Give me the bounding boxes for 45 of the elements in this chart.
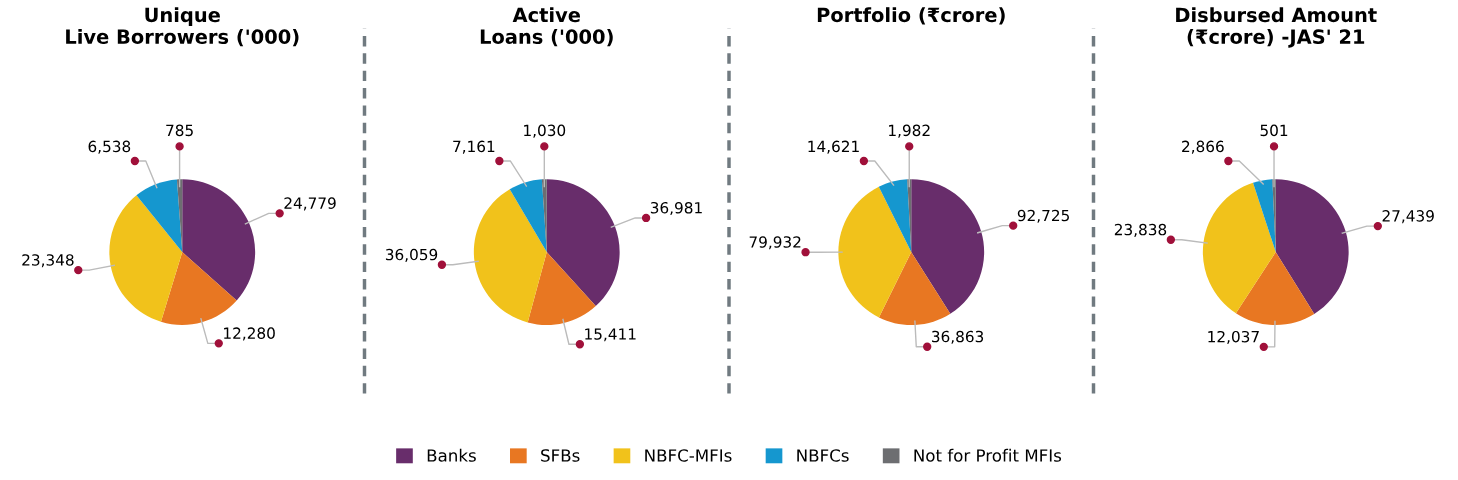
legend-label: Not for Profit MFIs xyxy=(914,448,1062,462)
pie-slice xyxy=(1202,182,1276,314)
data-label: 785 xyxy=(166,124,193,137)
chart-title: Portfolio (₹crore) xyxy=(817,7,1005,25)
data-label: 2,866 xyxy=(1182,140,1224,154)
legend-label: NBFC-MFIs xyxy=(645,449,732,462)
pie-slice xyxy=(1275,179,1349,315)
chart-title: Unique Live Borrowers ('000) xyxy=(66,7,299,47)
pie-slice xyxy=(527,252,596,325)
pie-slice xyxy=(1253,179,1276,253)
pie-slice xyxy=(160,252,237,325)
data-label: 36,981 xyxy=(650,201,702,216)
data-label: 24,779 xyxy=(284,197,336,211)
pie-slice xyxy=(911,179,985,314)
data-label: 12,280 xyxy=(224,327,275,341)
data-label: 36,863 xyxy=(932,330,984,344)
data-label: 7,161 xyxy=(453,140,495,154)
legend-label: NBFCs xyxy=(797,449,849,462)
data-label: 79,932 xyxy=(749,236,801,250)
pie-slice xyxy=(473,189,547,323)
pie-slice xyxy=(182,179,256,301)
data-label: 92,725 xyxy=(1017,209,1069,223)
pie-slice xyxy=(509,179,547,253)
pie-slice xyxy=(838,186,912,318)
data-label: 1,030 xyxy=(524,124,566,138)
pie-slice xyxy=(878,179,912,253)
data-label: 27,439 xyxy=(1382,210,1434,224)
chart-title: Active Loans ('000) xyxy=(480,7,613,47)
pie-slice xyxy=(136,179,183,253)
data-label: 14,621 xyxy=(808,140,859,154)
chart-title: Disbursed Amount (₹crore) -JAS' 21 xyxy=(1176,7,1377,48)
legend-label: SFBs xyxy=(541,449,580,462)
pie-slice xyxy=(109,195,183,322)
data-label: 23,838 xyxy=(1114,223,1167,237)
pie-slice xyxy=(546,179,620,307)
pie-slice xyxy=(1235,252,1315,325)
data-label: 6,538 xyxy=(88,140,131,154)
pie-slice xyxy=(878,252,951,325)
data-label: 23,348 xyxy=(22,254,74,268)
data-label: 1,982 xyxy=(889,124,930,138)
data-label: 36,059 xyxy=(385,248,438,262)
data-label: 501 xyxy=(1260,124,1288,137)
data-label: 12,037 xyxy=(1208,330,1259,344)
data-label: 15,411 xyxy=(585,328,636,342)
legend-label: Banks xyxy=(427,448,476,462)
